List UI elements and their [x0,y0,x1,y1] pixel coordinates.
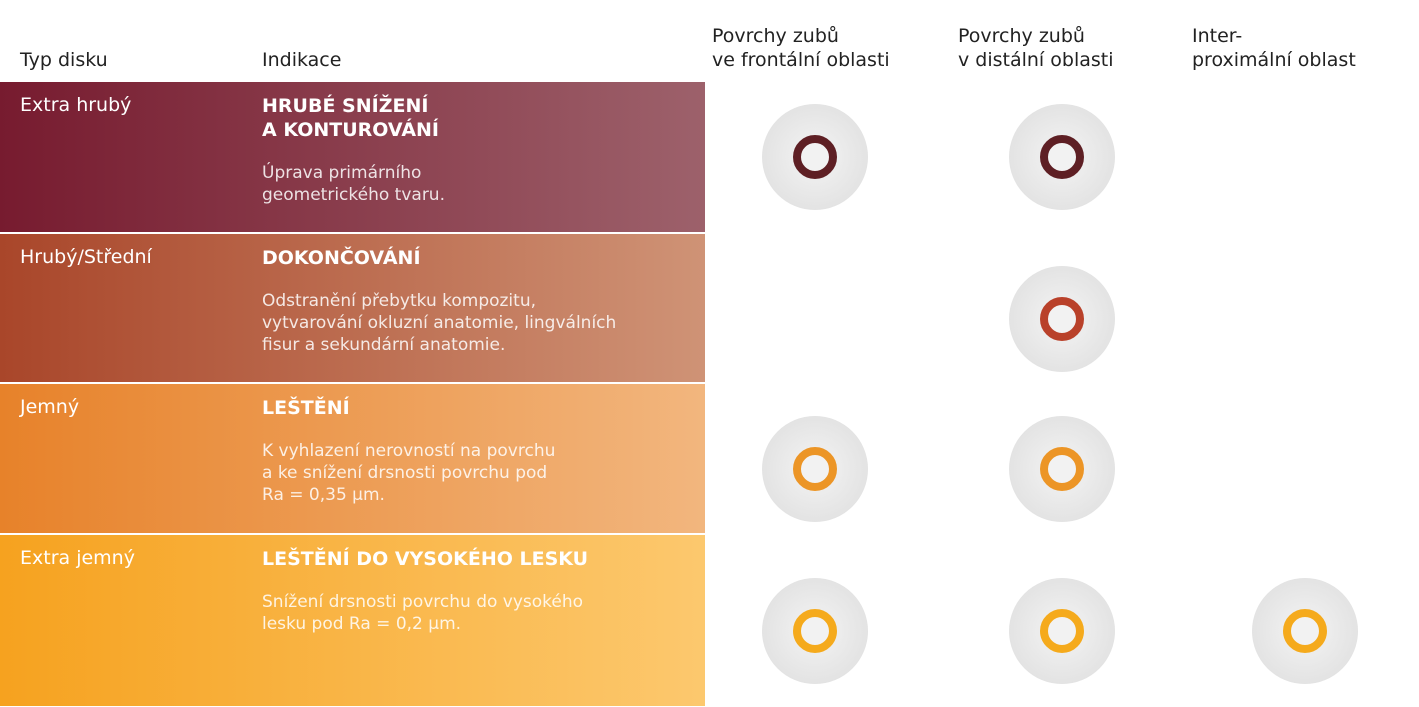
disc-image [1009,104,1115,210]
column-header: Povrchy zubů ve frontální oblasti [712,24,890,72]
disc-image [1009,266,1115,372]
disc-type: Extra hrubý [20,94,131,116]
row-panel: Extra jemný LEŠTĚNÍ DO VYSOKÉHO LESKU Sn… [0,535,705,706]
indication-title: DOKONČOVÁNÍ [262,246,421,270]
disc-type: Hrubý/Střední [20,246,152,268]
indication-text: K vyhlazení nerovností na povrchu a ke s… [262,440,555,506]
indication-text: Úprava primárního geometrického tvaru. [262,162,445,206]
row-panel: Jemný LEŠTĚNÍ K vyhlazení nerovností na … [0,384,705,533]
disc-image [1252,578,1358,684]
disc-type: Jemný [20,396,79,418]
column-header: Povrchy zubů v distální oblasti [958,24,1114,72]
indication-text: Odstranění přebytku kompozitu, vytvarová… [262,290,616,356]
disc-image [762,104,868,210]
indication-title: HRUBÉ SNÍŽENÍ A KONTUROVÁNÍ [262,94,439,142]
column-header: Typ disku [20,48,108,72]
indication-title: LEŠTĚNÍ DO VYSOKÉHO LESKU [262,547,588,571]
page: Typ disku Indikace Povrchy zubů ve front… [0,0,1419,707]
disc-image [762,416,868,522]
indication-title: LEŠTĚNÍ [262,396,350,420]
row-panel: Extra hrubý HRUBÉ SNÍŽENÍ A KONTUROVÁNÍ … [0,82,705,232]
column-header: Inter- proximální oblast [1192,24,1356,72]
disc-image [1009,578,1115,684]
disc-image [1009,416,1115,522]
disc-type: Extra jemný [20,547,135,569]
row-panel: Hrubý/Střední DOKONČOVÁNÍ Odstranění pře… [0,234,705,382]
disc-image [762,578,868,684]
column-header: Indikace [262,48,341,72]
indication-text: Snížení drsnosti povrchu do vysokého les… [262,591,583,635]
